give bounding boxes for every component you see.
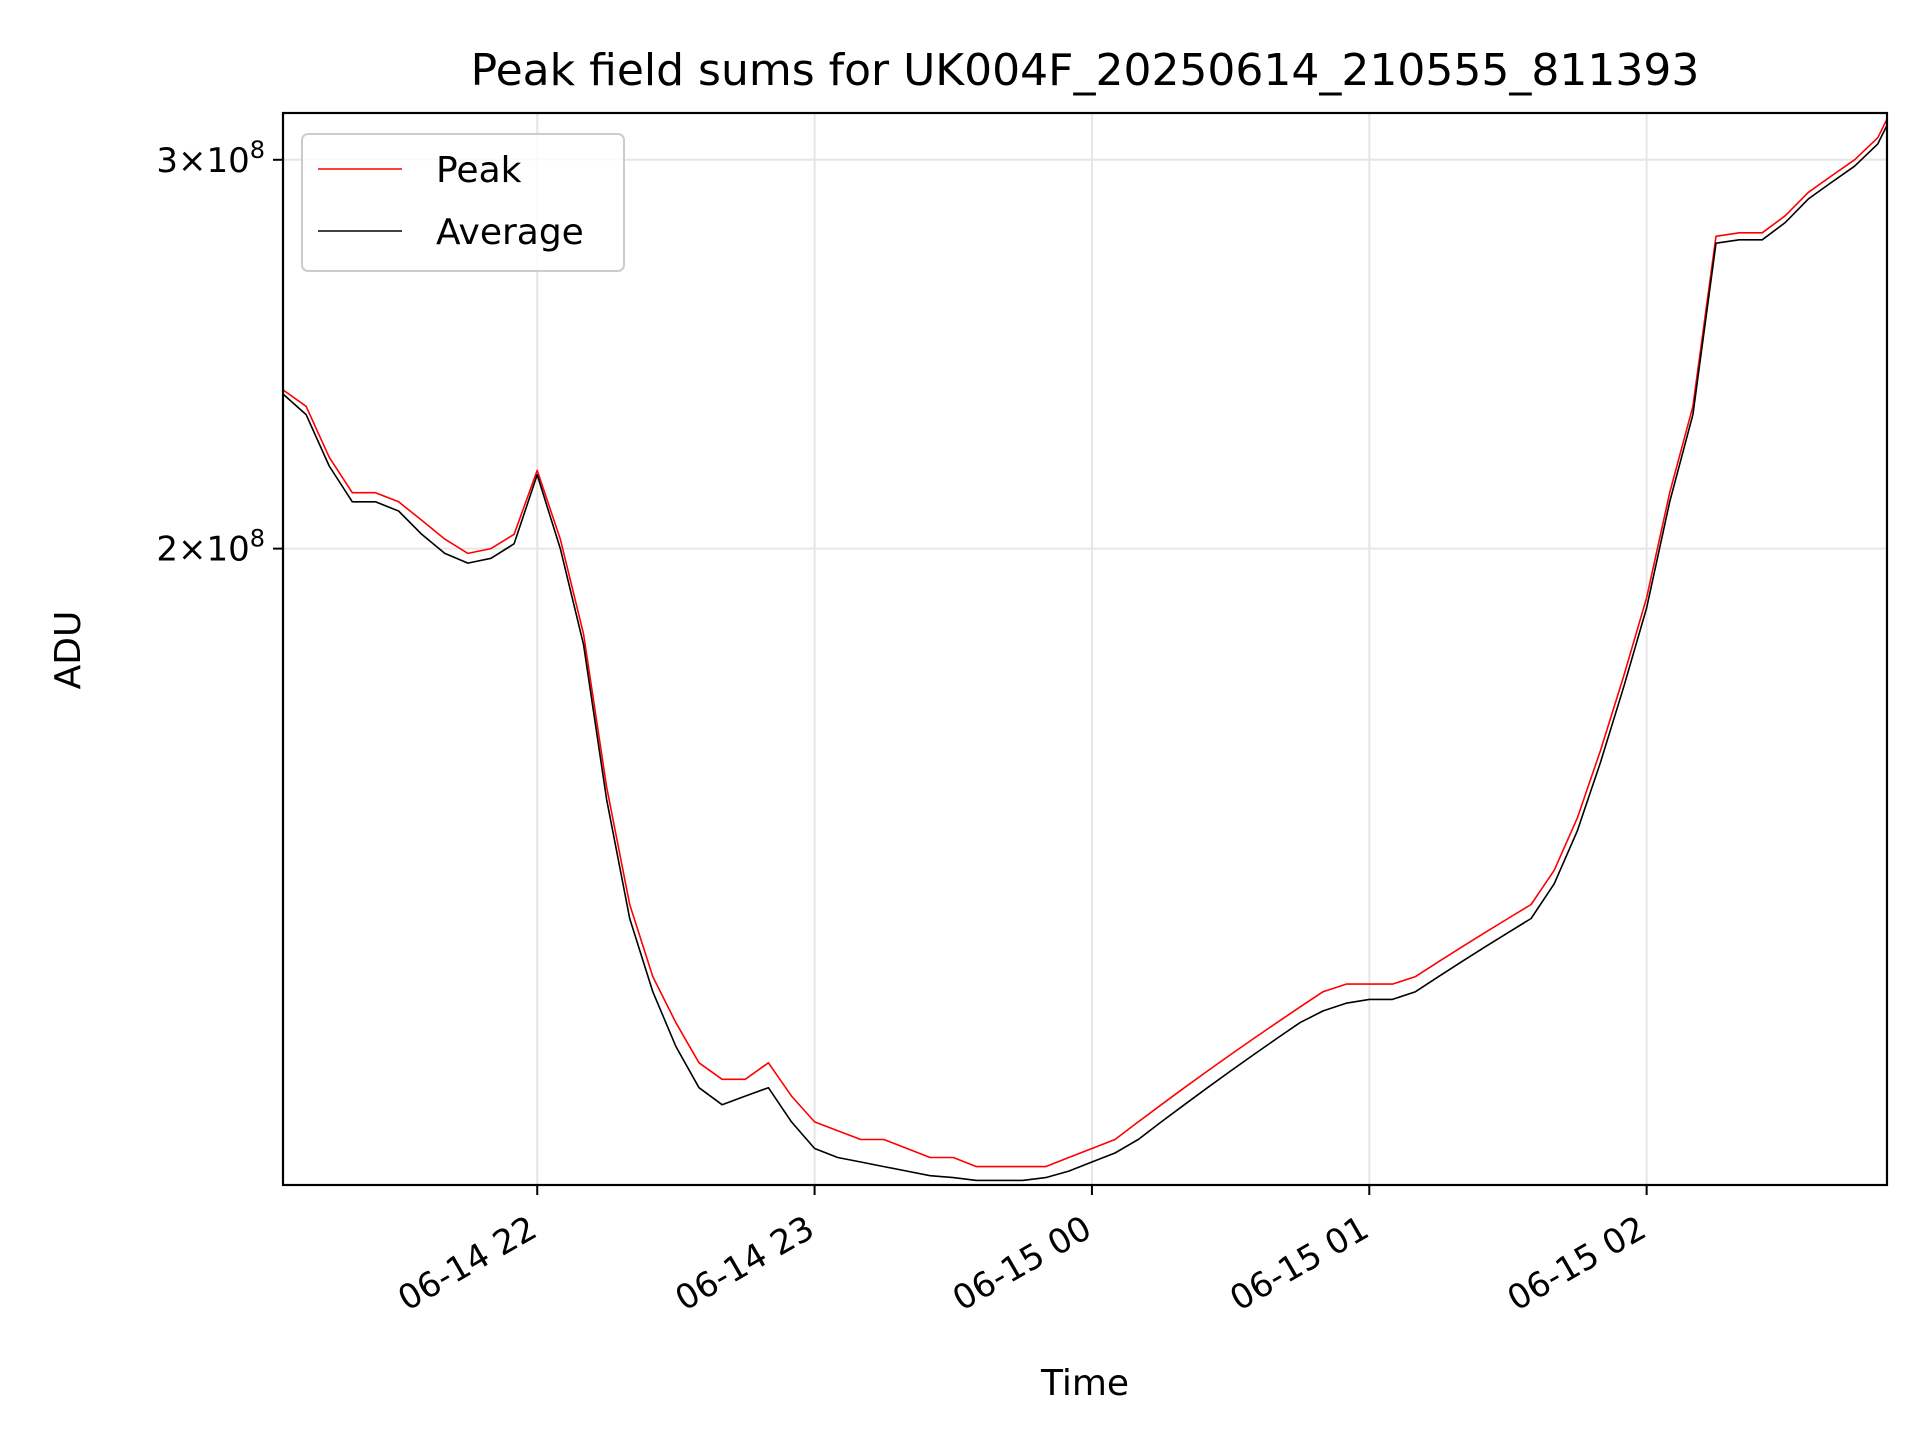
chart-title: Peak field sums for UK004F_20250614_2105… bbox=[471, 45, 1700, 96]
series-line-peak bbox=[282, 118, 1888, 1168]
y-tick-label: 2×108 bbox=[156, 525, 265, 570]
x-axis-label: Time bbox=[1040, 1363, 1129, 1404]
legend-label-peak: Peak bbox=[436, 150, 522, 191]
y-tick-label: 3×108 bbox=[156, 136, 265, 181]
y-axis-label: ADU bbox=[48, 611, 89, 690]
y-axis: 2×108 3×108 bbox=[156, 136, 283, 570]
legend-label-average: Average bbox=[436, 212, 584, 253]
series-layer bbox=[282, 118, 1888, 1182]
plot-frame bbox=[281, 111, 1889, 1187]
series-line-average bbox=[282, 124, 1888, 1182]
legend: Peak Average bbox=[301, 133, 625, 272]
grid bbox=[283, 113, 1887, 1185]
